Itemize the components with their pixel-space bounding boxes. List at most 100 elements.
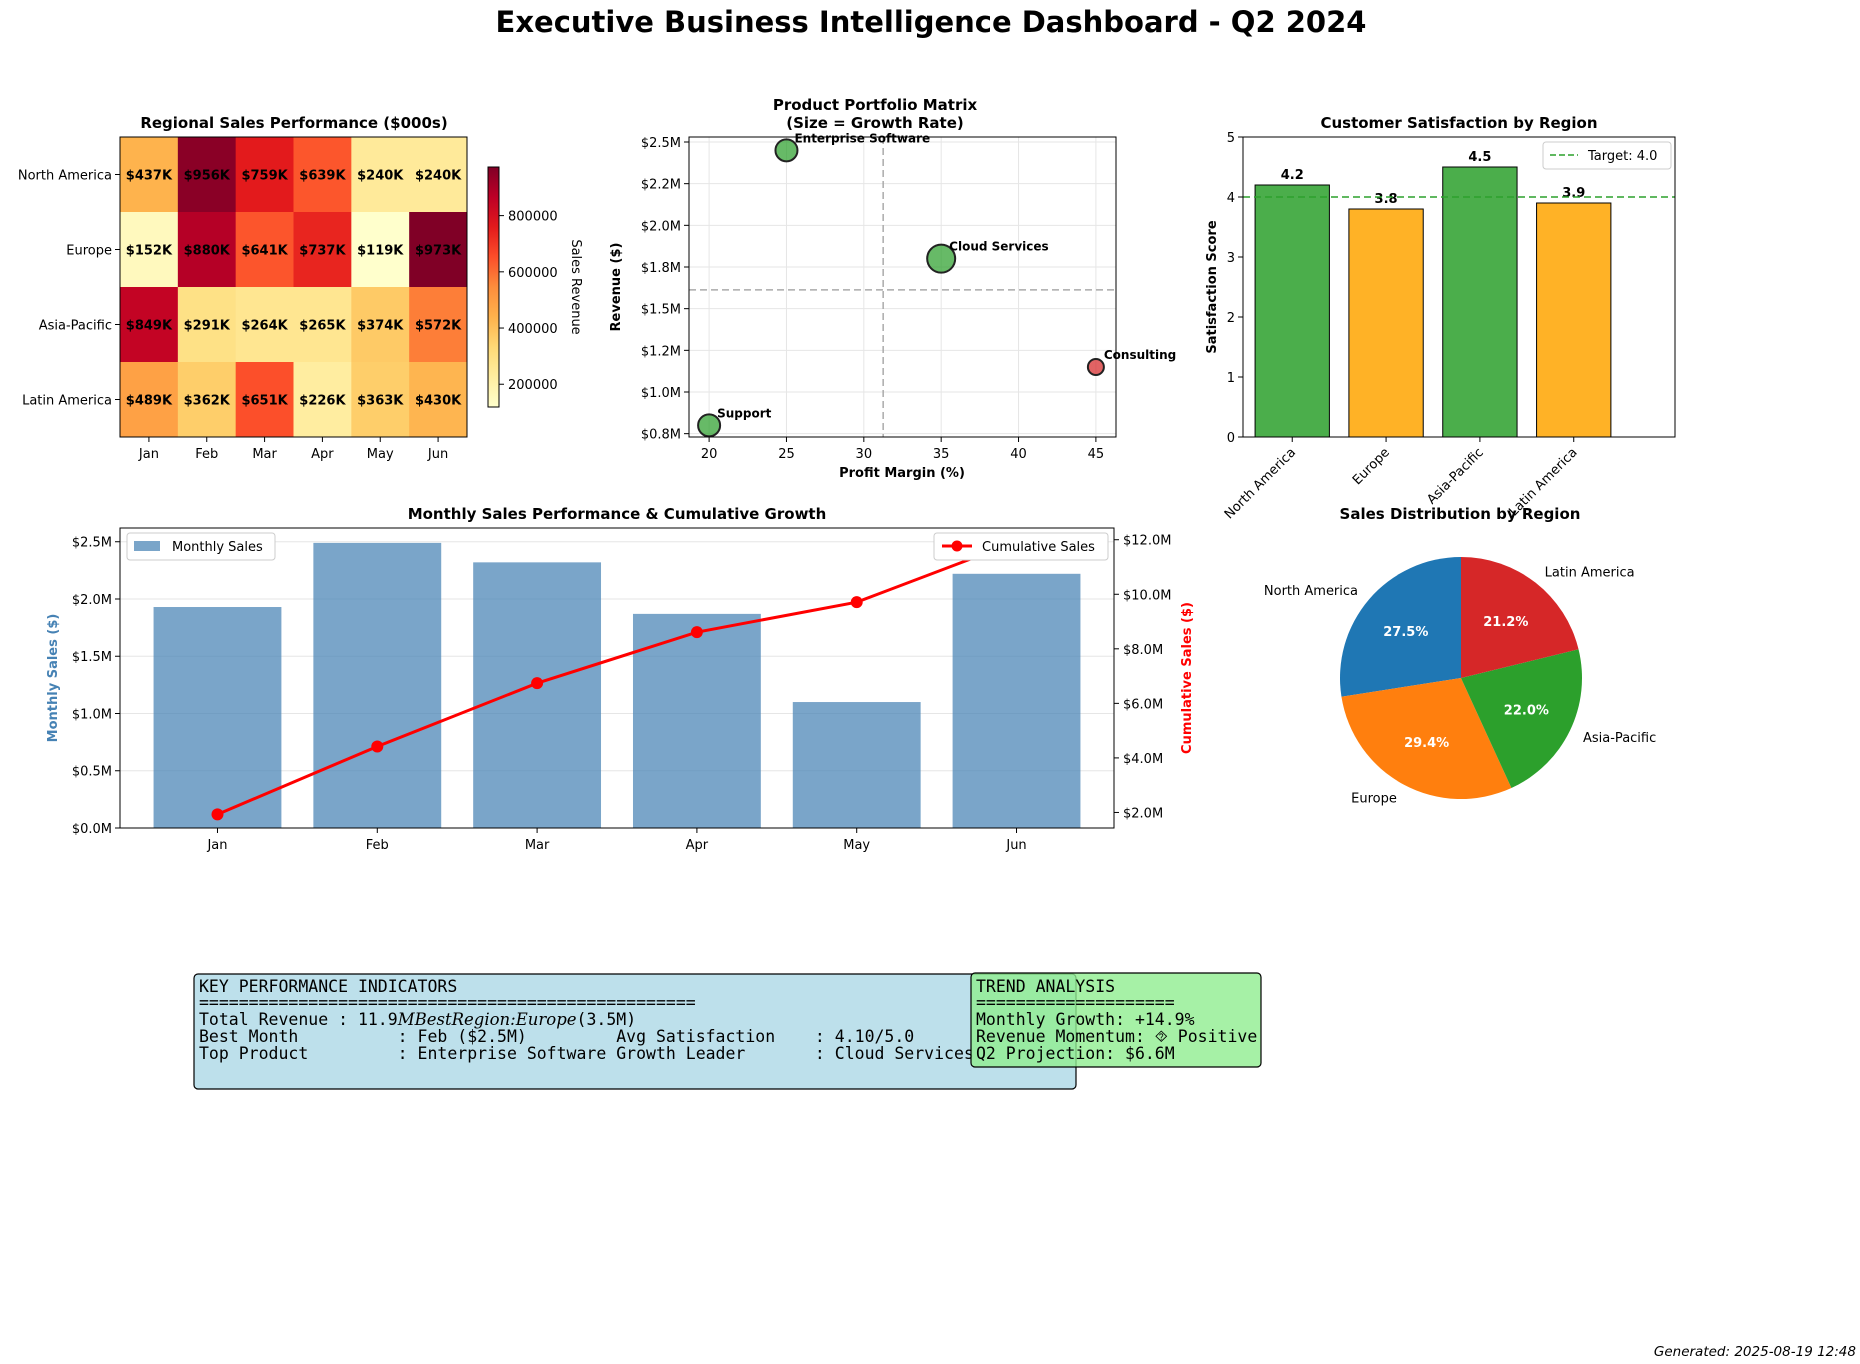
colorbar bbox=[487, 166, 500, 408]
dashboard-title: Executive Business Intelligence Dashboar… bbox=[496, 5, 1367, 39]
heatmap-cell-label: $737K bbox=[299, 244, 346, 259]
satisfaction-value-label: 3.9 bbox=[1562, 186, 1585, 201]
heatmap-cell-label: $880K bbox=[184, 244, 231, 259]
portfolio-y-tick-label: $1.5M bbox=[641, 303, 681, 318]
portfolio-y-tick-label: $0.8M bbox=[641, 428, 681, 443]
trend-heading: TREND ANALYSIS bbox=[976, 977, 1115, 996]
cumulative-point-may bbox=[850, 596, 863, 609]
cumulative-legend-label: Cumulative Sales bbox=[982, 540, 1095, 555]
satisfaction-legend: Target: 4.0 bbox=[1542, 141, 1672, 170]
monthly-legend: Monthly Sales bbox=[126, 532, 276, 561]
heatmap-cell-label: $572K bbox=[415, 319, 462, 334]
heatmap-cell-label: $291K bbox=[184, 319, 231, 334]
satisfaction-frame bbox=[1242, 136, 1676, 438]
kpi-line-top-product: Top Product : Enterprise Software Growth… bbox=[199, 1044, 974, 1063]
heatmap-row-labels: North America Europe Asia-Pacific Latin Ame… bbox=[18, 169, 120, 409]
heatmap-cell bbox=[409, 287, 468, 363]
cumulative-y-tick-label: $12.0M bbox=[1123, 534, 1171, 549]
heatmap-cell-label: $264K bbox=[241, 319, 288, 334]
satisfaction-y-tick-label: 3 bbox=[1227, 251, 1235, 266]
pie-slices: 27.5% North America 29.4% Europe 22.0% Asia-P… bbox=[1264, 557, 1656, 806]
heatmap-cell bbox=[409, 362, 468, 438]
portfolio-x-tick-label: 40 bbox=[1010, 447, 1027, 462]
kpi-heading: KEY PERFORMANCE INDICATORS bbox=[199, 977, 457, 996]
pie-percent-label: 27.5% bbox=[1383, 625, 1428, 640]
cumulative-point-apr bbox=[690, 626, 703, 639]
portfolio-y-axis-label: Revenue ($) bbox=[609, 243, 624, 332]
kpi-revenue-math: MBestRegion:Europe bbox=[397, 1010, 577, 1029]
pie-slice-europe bbox=[1341, 678, 1512, 799]
heatmap-cell-label: $362K bbox=[184, 394, 231, 409]
monthly-bar-mar bbox=[473, 562, 602, 828]
monthly-title: Monthly Sales Performance & Cumulative G… bbox=[408, 505, 827, 523]
monthly-y-axis-label: Monthly Sales ($) bbox=[46, 614, 61, 743]
monthly-bar-feb bbox=[313, 542, 442, 828]
monthly-x-tick-label: Jan bbox=[206, 838, 227, 853]
portfolio-y-tick-label: $1.2M bbox=[641, 344, 681, 359]
monthly-panel: Monthly Sales Performance & Cumulative G… bbox=[46, 505, 1195, 853]
heatmap-cells: $437K $956K $759K $639K $240K $240K $152K $880K… bbox=[120, 137, 468, 438]
portfolio-x-axis-label: Profit Margin (%) bbox=[839, 466, 965, 481]
portfolio-y-tick-label: $1.8M bbox=[641, 261, 681, 276]
pie-slice-asia-pacific bbox=[1461, 649, 1583, 788]
cumulative-y-tick-label: $6.0M bbox=[1123, 697, 1163, 712]
colorbar-tick-label: 200000 bbox=[508, 378, 558, 393]
heatmap-cell bbox=[351, 362, 410, 438]
portfolio-title-line2: (Size = Growth Rate) bbox=[786, 114, 964, 132]
heatmap-row-label: Europe bbox=[66, 244, 112, 259]
portfolio-plot-area bbox=[689, 137, 1116, 437]
cumulative-y-tick-label: $8.0M bbox=[1123, 643, 1163, 658]
portfolio-x-tick-label: 25 bbox=[778, 447, 795, 462]
monthly-bar-may bbox=[792, 702, 921, 828]
monthly-x-tick-label: Apr bbox=[686, 838, 709, 853]
monthly-y-tick-label: $0.0M bbox=[72, 822, 112, 837]
colorbar-label: Sales Revenue bbox=[568, 239, 583, 334]
kpi-box: KEY PERFORMANCE INDICATORS =============… bbox=[193, 973, 1077, 1090]
portfolio-x-tick-label: 20 bbox=[701, 447, 718, 462]
heatmap-cell bbox=[351, 137, 410, 213]
heatmap-column-labels: Jan Feb Mar Apr May Jun bbox=[138, 437, 448, 462]
monthly-bar-apr bbox=[632, 613, 761, 828]
trend-q2-projection: Q2 Projection: $6.6M bbox=[976, 1044, 1175, 1063]
portfolio-point-consulting bbox=[1086, 358, 1105, 376]
pie-region-label: Asia-Pacific bbox=[1583, 731, 1656, 746]
colorbar-tick-label: 400000 bbox=[508, 322, 558, 337]
heatmap-cell bbox=[409, 137, 468, 213]
monthly-bar-jun bbox=[952, 573, 1081, 828]
heatmap-cell bbox=[235, 212, 294, 288]
pie-panel: Sales Distribution by Region 27.5% North … bbox=[1264, 505, 1656, 806]
heatmap-cell-label: $119K bbox=[357, 244, 404, 259]
heatmap-panel: Regional Sales Performance ($000s) $437K… bbox=[18, 114, 583, 462]
heatmap-column-label: Jun bbox=[427, 447, 448, 462]
heatmap-cell bbox=[177, 212, 237, 288]
portfolio-ticks: 20 25 30 35 40 45 $0.8M $1.0M $1.2M $1.5M $1.8M $2.… bbox=[641, 136, 1104, 462]
heatmap-cell bbox=[351, 287, 410, 363]
heatmap-row-label: Latin America bbox=[22, 394, 112, 409]
generated-timestamp: Generated: 2025-08-19 12:48 bbox=[1654, 1344, 1856, 1360]
portfolio-point-label: Support bbox=[717, 406, 772, 420]
heatmap-cell bbox=[120, 212, 179, 288]
monthly-y-tick-label: $0.5M bbox=[72, 765, 112, 780]
heatmap-title: Regional Sales Performance ($000s) bbox=[140, 114, 447, 132]
heatmap-cell-label: $437K bbox=[126, 169, 173, 184]
cumulative-y-tick-label: $2.0M bbox=[1123, 806, 1163, 821]
portfolio-x-tick-label: 30 bbox=[856, 447, 873, 462]
satisfaction-bar-latin-america bbox=[1536, 202, 1612, 438]
satisfaction-bar-asia-pacific bbox=[1442, 166, 1518, 438]
pie-percent-label: 21.2% bbox=[1483, 615, 1528, 630]
portfolio-title-line1: Product Portfolio Matrix bbox=[773, 96, 978, 114]
cumulative-y-tick-label: $4.0M bbox=[1123, 752, 1163, 767]
portfolio-point-cloud-services bbox=[926, 243, 957, 274]
satisfaction-legend-label: Target: 4.0 bbox=[1587, 149, 1657, 164]
heatmap-cell-label: $489K bbox=[126, 394, 173, 409]
monthly-x-tick-label: Feb bbox=[366, 838, 389, 853]
portfolio-frame bbox=[688, 136, 1117, 438]
satisfaction-y-tick-label: 4 bbox=[1227, 191, 1235, 206]
satisfaction-y-tick-label: 2 bbox=[1227, 311, 1235, 326]
portfolio-point-label: Cloud Services bbox=[949, 240, 1049, 254]
heatmap-cell bbox=[120, 362, 179, 438]
monthly-y-tick-label: $1.5M bbox=[72, 650, 112, 665]
monthly-x-tick-label: May bbox=[843, 838, 870, 853]
satisfaction-bar-north-america bbox=[1254, 184, 1330, 438]
